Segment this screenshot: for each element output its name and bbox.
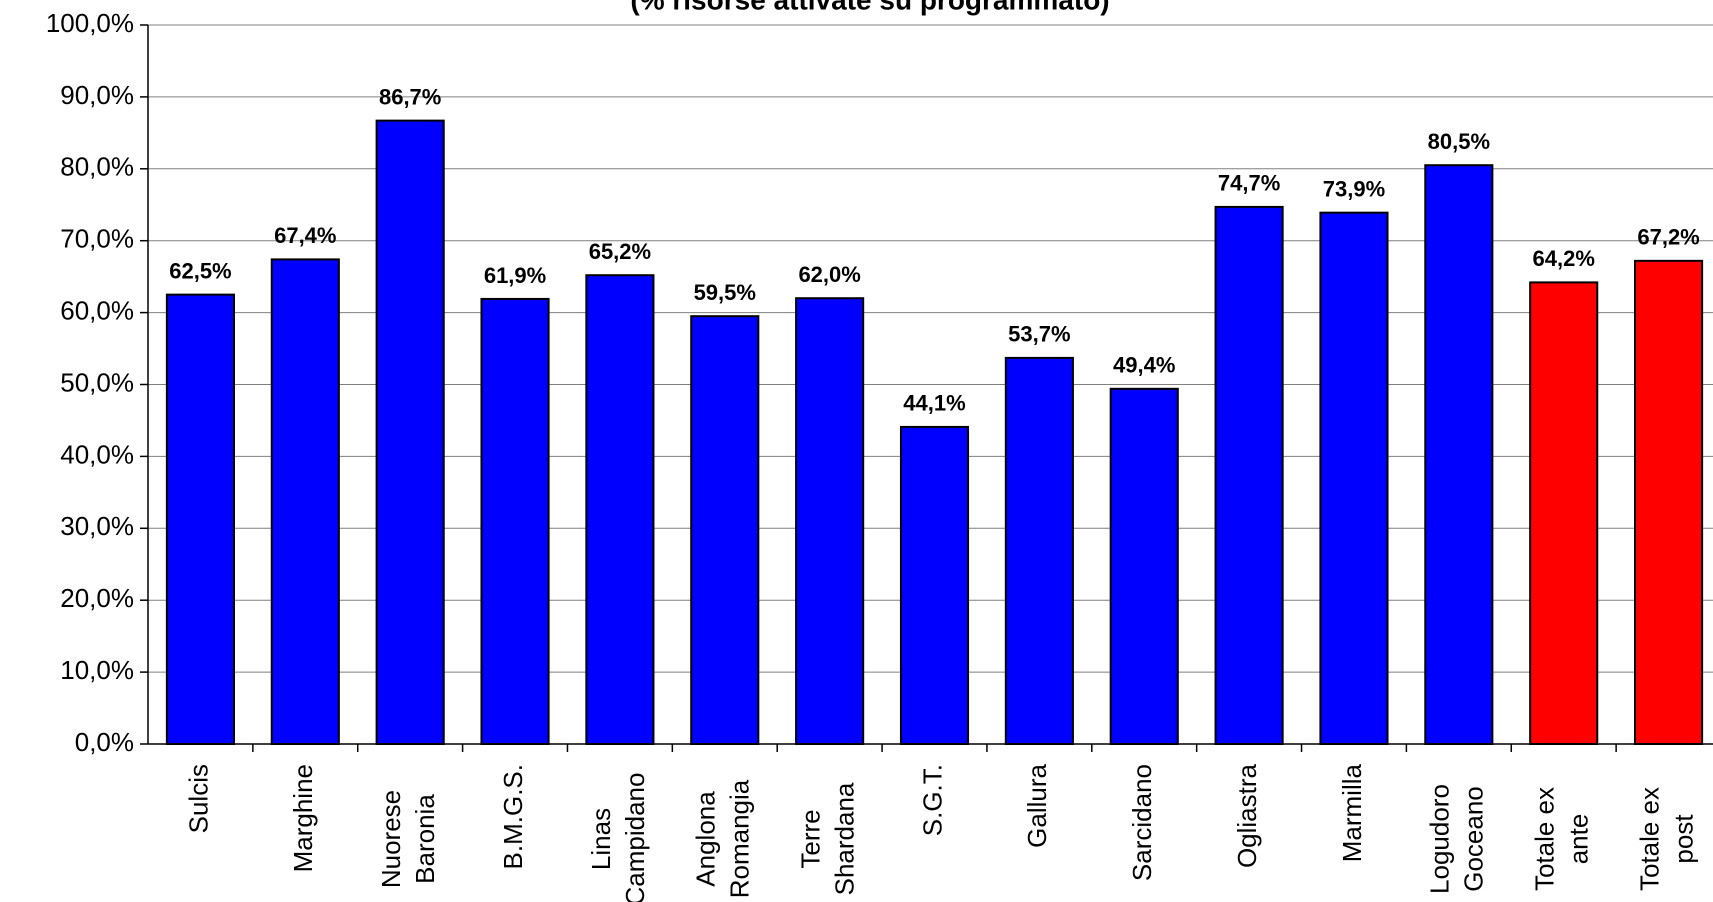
data-label: 65,2% <box>589 239 651 264</box>
bar <box>1214 205 1284 746</box>
y-tick-label: 50,0% <box>60 367 134 397</box>
x-tick-label: Linas <box>586 808 616 870</box>
bar <box>585 274 655 745</box>
data-label: 73,9% <box>1323 176 1385 201</box>
x-tick-label: Campidano <box>620 773 650 902</box>
bar <box>795 297 865 745</box>
bar <box>480 297 550 745</box>
bar <box>1424 164 1494 745</box>
x-tick-label: post <box>1668 814 1698 864</box>
y-tick-label: 80,0% <box>60 152 134 182</box>
x-tick-label: Anglona <box>691 791 721 887</box>
x-tick-label: Nuorese <box>376 790 406 888</box>
x-tick-label: Ogliastra <box>1232 763 1262 868</box>
bar <box>270 258 340 745</box>
x-tick-label: Logudoro <box>1425 784 1455 894</box>
bar <box>1319 211 1389 745</box>
chart-title: (% risorse attivate su programmato) <box>630 0 1109 15</box>
bar <box>1004 356 1074 745</box>
x-tick-label: Goceano <box>1459 786 1489 892</box>
data-label: 44,1% <box>903 391 965 416</box>
x-tick-label: B.M.G.S. <box>498 764 528 869</box>
data-label: 67,2% <box>1637 225 1699 250</box>
y-tick-label: 90,0% <box>60 80 134 110</box>
x-tick-label: Totale ex <box>1530 787 1560 891</box>
bar <box>165 293 235 745</box>
y-tick-label: 60,0% <box>60 295 134 325</box>
bar <box>1634 259 1704 745</box>
data-label: 62,0% <box>798 262 860 287</box>
y-tick-label: 10,0% <box>60 655 134 685</box>
y-tick-label: 40,0% <box>60 439 134 469</box>
x-tick-label: Romangia <box>725 779 755 898</box>
y-tick-label: 70,0% <box>60 224 134 254</box>
x-tick-label: Sarcidano <box>1127 764 1157 881</box>
data-label: 49,4% <box>1113 353 1175 378</box>
bar <box>1109 387 1179 745</box>
data-label: 53,7% <box>1008 322 1070 347</box>
x-tick-label: Marmilla <box>1337 763 1367 862</box>
data-label: 74,7% <box>1218 171 1280 196</box>
x-tick-label: Baronia <box>410 794 440 884</box>
bar <box>375 119 445 745</box>
bar <box>1529 281 1599 745</box>
x-tick-label: Totale ex <box>1634 787 1664 891</box>
x-tick-label: Shardana <box>830 782 860 895</box>
x-tick-label: Marghine <box>288 764 318 872</box>
y-tick-label: 100,0% <box>46 8 134 38</box>
y-tick-label: 20,0% <box>60 583 134 613</box>
bar <box>899 425 970 745</box>
x-tick-label: S.G.T. <box>917 764 947 836</box>
y-tick-label: 30,0% <box>60 511 134 541</box>
data-label: 61,9% <box>484 263 546 288</box>
bar <box>690 315 760 745</box>
x-tick-label: Terre <box>796 809 826 868</box>
data-label: 62,5% <box>169 258 231 283</box>
x-tick-label: Gallura <box>1022 763 1052 847</box>
data-label: 80,5% <box>1428 129 1490 154</box>
data-label: 64,2% <box>1533 246 1595 271</box>
data-label: 86,7% <box>379 84 441 109</box>
x-tick-label: Sulcis <box>183 764 213 833</box>
data-label: 59,5% <box>694 280 756 305</box>
y-tick-label: 0,0% <box>75 727 134 757</box>
data-label: 67,4% <box>274 223 336 248</box>
x-tick-label: ante <box>1564 814 1594 865</box>
